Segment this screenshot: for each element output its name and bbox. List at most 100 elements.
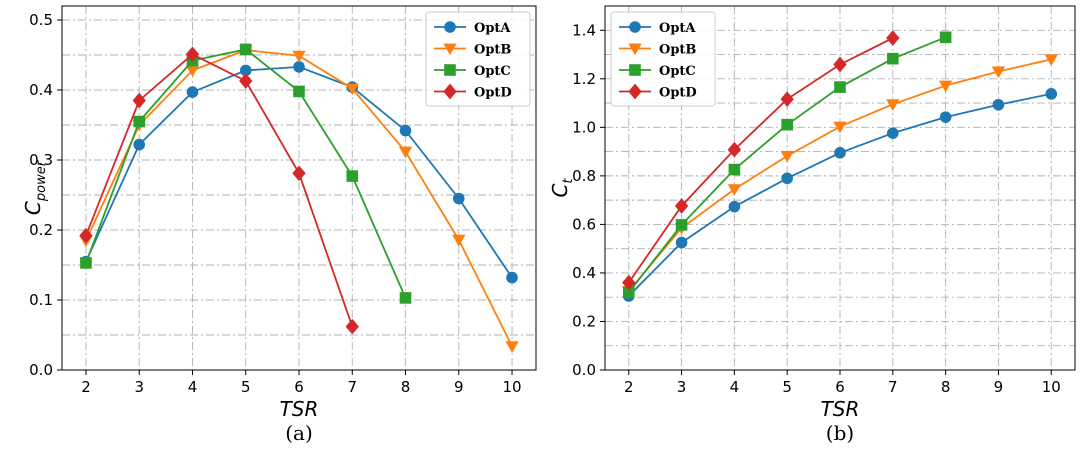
y-axis-title-main: C [21, 201, 45, 215]
y-tick-label: 0.3 [29, 151, 53, 169]
x-tick-label: 10 [502, 378, 521, 396]
data-point [728, 200, 741, 213]
data-point [781, 118, 793, 131]
legend-marker [629, 64, 641, 76]
y-axis-title: Ct [548, 178, 576, 198]
y-tick-label: 0.1 [29, 291, 53, 309]
data-point [186, 86, 199, 98]
data-point [398, 146, 413, 159]
y-tick-label: 0.6 [572, 215, 596, 233]
x-axis-title: TSR [280, 397, 319, 421]
legend-label: OptB [474, 43, 511, 58]
series-optd [79, 46, 359, 335]
series-line [628, 37, 894, 284]
data-point [886, 99, 900, 111]
data-point [939, 111, 952, 123]
data-point [452, 234, 466, 247]
y-tick-label: 0.2 [29, 221, 53, 239]
legend-marker [444, 64, 456, 76]
chart-a: 2 3 4 5 6 7 8 9 10 0.0 0.1 0.2 0.3 0.4 0.5 TSR Cpower Opt… [21, 5, 537, 445]
y-tick-label: 0.5 [29, 11, 53, 29]
data-point [833, 121, 847, 134]
data-point [728, 163, 741, 176]
x-tick-label: 6 [835, 378, 845, 396]
data-point [293, 61, 305, 73]
data-point [834, 81, 846, 93]
data-point [991, 66, 1006, 79]
data-point [780, 150, 794, 163]
data-point [1045, 88, 1058, 100]
y-axis-title-main: C [548, 184, 572, 198]
data-point [675, 236, 688, 249]
data-point [727, 184, 742, 196]
data-point [887, 52, 899, 65]
y-axis-title-subscript: power [34, 159, 49, 202]
x-tick-label: 7 [888, 378, 898, 396]
x-tick-label: 2 [81, 378, 91, 396]
legend-marker [443, 83, 457, 100]
series-optc [622, 31, 952, 299]
data-point [80, 257, 92, 269]
legend-label: OptC [659, 64, 696, 79]
data-point [939, 31, 952, 44]
legend-item: OptB [434, 43, 511, 58]
data-point [239, 73, 253, 89]
legend-label: OptD [659, 86, 697, 101]
data-point [293, 85, 305, 98]
data-point [622, 286, 635, 299]
data-point [133, 115, 146, 128]
subfigure-caption: (b) [826, 421, 854, 445]
x-tick-label: 5 [241, 378, 251, 396]
data-point [239, 64, 252, 77]
x-tick-label: 5 [782, 378, 792, 396]
y-axis-title-subscript: t [561, 178, 576, 184]
data-point [781, 172, 793, 185]
data-point [780, 91, 794, 108]
chart-b: 2 3 4 5 6 7 8 9 10 0.0 0.2 0.4 0.6 0.8 1.0 1.2 1.4 TSR Ct O… [548, 5, 1076, 445]
legend-item: OptB [619, 43, 696, 58]
series-optd [622, 30, 900, 291]
data-point [675, 219, 688, 231]
y-tick-label: 0.0 [572, 361, 596, 379]
data-point [79, 227, 93, 244]
data-point [185, 46, 200, 63]
data-point [185, 65, 200, 78]
data-point [399, 124, 412, 137]
data-point [1044, 54, 1058, 67]
y-tick-label: 0.8 [572, 167, 596, 185]
legend-item: OptA [619, 21, 696, 36]
legend-marker [629, 21, 641, 33]
data-point [506, 271, 518, 284]
data-point [132, 92, 146, 109]
data-point [622, 274, 636, 291]
data-point [505, 341, 519, 353]
y-tick-label: 1.2 [572, 70, 596, 88]
legend-item: OptC [434, 64, 511, 79]
x-tick-label: 8 [941, 378, 951, 396]
legend-box [610, 11, 716, 107]
data-point [727, 141, 742, 158]
x-tick-label: 4 [188, 378, 198, 396]
y-tick-label: 0.4 [572, 264, 596, 282]
legend-marker [444, 21, 456, 33]
y-axis-title: Cpower [21, 159, 49, 215]
data-point [674, 198, 689, 214]
data-point [938, 80, 953, 93]
x-tick-label: 7 [347, 378, 357, 396]
legend-label: OptC [474, 64, 511, 79]
data-point [886, 30, 900, 46]
legend-label: OptD [474, 86, 512, 101]
x-tick-label: 3 [134, 378, 144, 396]
legend-marker [628, 83, 642, 100]
data-point [292, 165, 306, 182]
legend-label: OptA [659, 21, 696, 36]
legend-label: OptA [474, 21, 511, 36]
x-tick-label: 8 [401, 378, 411, 396]
y-tick-label: 0.4 [29, 81, 53, 99]
x-tick-label: 3 [677, 378, 687, 396]
data-point [346, 170, 359, 182]
legend-box [425, 11, 531, 107]
data-point [833, 56, 847, 73]
data-point [452, 192, 465, 205]
